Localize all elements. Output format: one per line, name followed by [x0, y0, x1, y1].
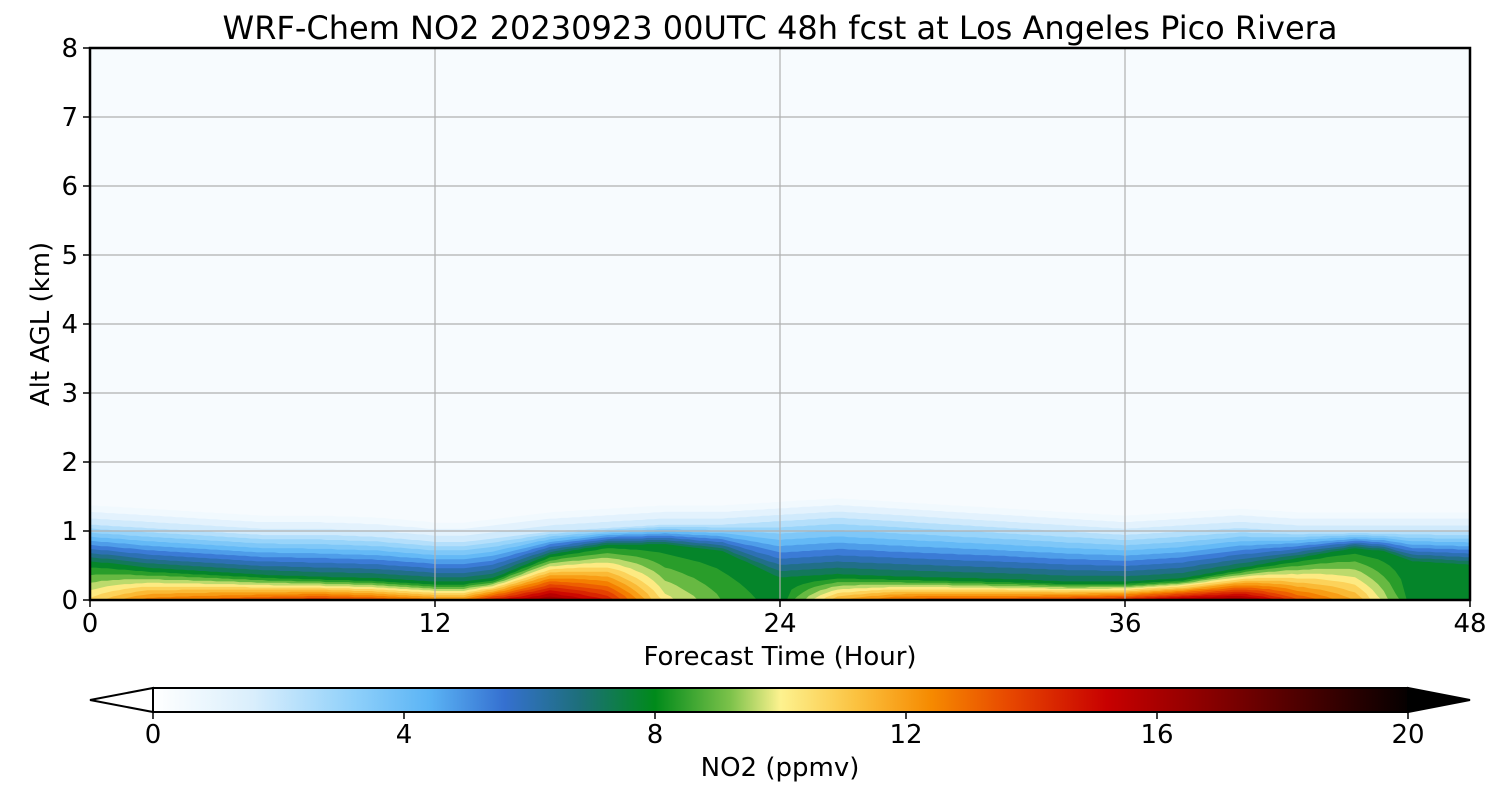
no2-contour-band [245, 584, 1300, 600]
x-tick-label: 12 [418, 609, 451, 639]
y-tick-label: 8 [61, 34, 78, 64]
no2-contour-band [122, 575, 1353, 600]
y-tick-label: 2 [61, 448, 78, 478]
colorbar-tick-label: 16 [1140, 720, 1173, 750]
chart-title: WRF-Chem NO2 20230923 00UTC 48h fcst at … [223, 9, 1338, 47]
x-tick-label: 24 [763, 609, 796, 639]
x-tick-label: 48 [1453, 609, 1486, 639]
x-tick-label: 0 [82, 609, 99, 639]
colorbar-tick-label: 20 [1391, 720, 1424, 750]
y-tick-label: 0 [61, 586, 78, 616]
y-axis-label: Alt AGL (km) [26, 242, 56, 406]
colorbar-tick-label: 0 [145, 720, 162, 750]
x-axis-ticks: 0 12 24 36 48 [82, 600, 1487, 639]
colorbar-tick-label: 4 [396, 720, 413, 750]
y-tick-label: 4 [61, 310, 78, 340]
y-tick-label: 7 [61, 103, 78, 133]
colorbar-tick-label: 12 [889, 720, 922, 750]
colorbar-extend-high [1407, 686, 1471, 714]
colorbar-ticks: 0 4 8 12 16 20 [145, 712, 1425, 750]
colorbar: 0 4 8 12 16 20 NO2 (ppmv) [89, 686, 1471, 783]
colorbar-frame [152, 687, 1409, 713]
x-axis-label: Forecast Time (Hour) [643, 642, 916, 672]
colorbar-extend-low [89, 686, 154, 714]
x-tick-label: 36 [1108, 609, 1141, 639]
y-axis-ticks: 0 1 2 3 4 5 6 7 8 [61, 34, 90, 616]
y-tick-label: 3 [61, 379, 78, 409]
colorbar-label: NO2 (ppmv) [701, 753, 860, 783]
y-tick-label: 1 [61, 517, 78, 547]
no2-contour-band [104, 571, 1365, 600]
y-tick-label: 6 [61, 172, 78, 202]
y-tick-label: 5 [61, 241, 78, 271]
colorbar-tick-label: 8 [647, 720, 664, 750]
colorbar-gradient [153, 688, 1408, 712]
